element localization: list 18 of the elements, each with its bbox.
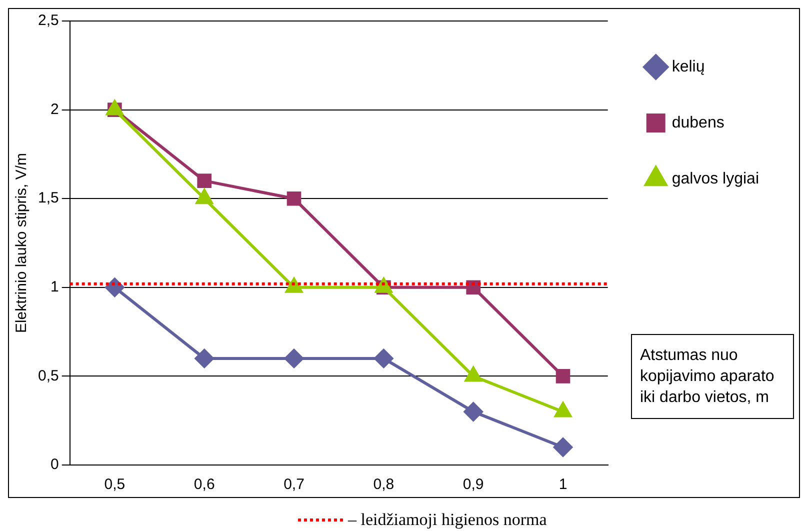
y-tick-label: 1,5 [38,190,59,207]
x-axis-title: Atstumas nuo kopijavimo aparato iki darbo vietos, m [631,334,794,419]
y-tick-label: 0 [50,456,59,474]
legend-label: kelių [672,58,705,76]
y-tick-label: 2 [50,100,59,118]
x-tick-label: 1 [558,476,568,494]
x-tick-label: 0,6 [194,476,215,494]
x-tick-label: 0,7 [284,476,304,494]
legend-label: galvos lygiai [672,170,759,188]
x-tick-label: 0,9 [462,476,484,494]
x-tick-label: 0,8 [373,476,394,494]
legend-label: – leidžiamoji higienos norma [348,510,547,530]
y-tick-label: 2,5 [38,12,59,30]
y-tick-label: 1 [50,278,59,296]
y-axis-title: Elektrinio lauko stipris, V/m [13,152,30,334]
y-tick-label: 0,5 [38,367,59,384]
x-tick-label: 0,5 [104,476,126,494]
legend-label: dubens [672,114,724,132]
